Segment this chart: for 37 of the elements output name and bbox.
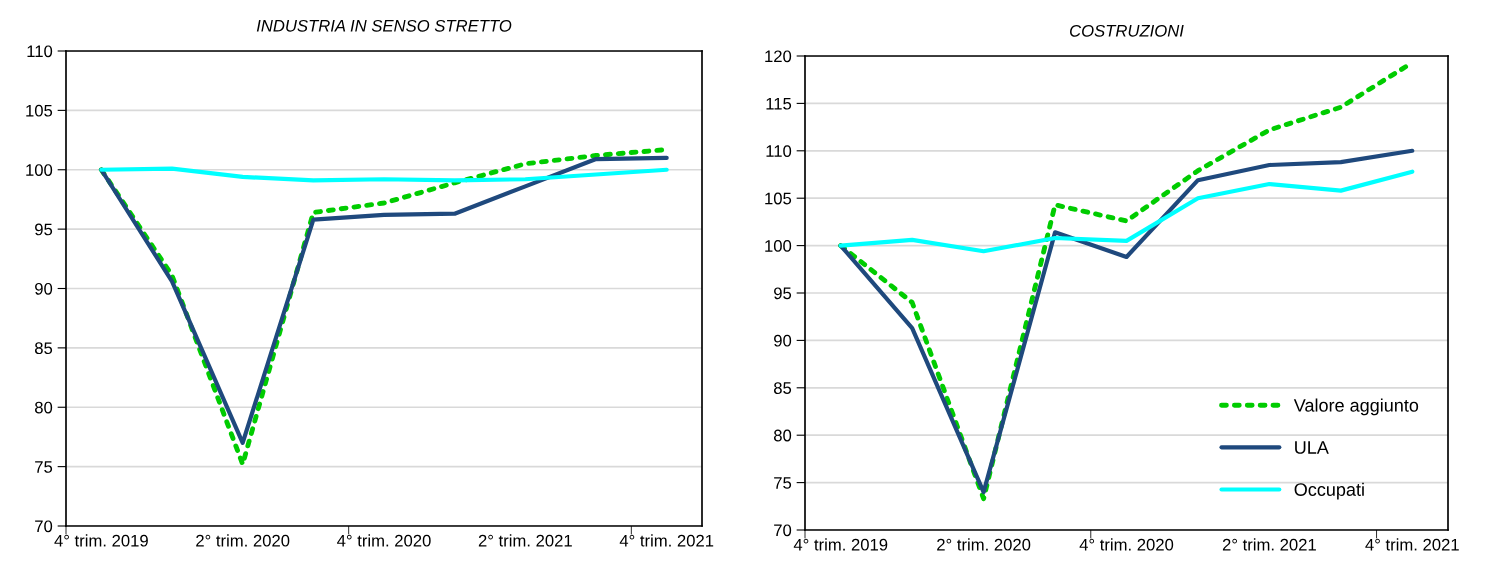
y-tick-label: 110 bbox=[27, 45, 53, 58]
x-tick-label: 4° trim. 2019 bbox=[54, 534, 148, 547]
legend-label: ULA bbox=[1295, 441, 1329, 454]
y-tick-label: 100 bbox=[765, 240, 792, 252]
x-tick-label: 4° trim. 2020 bbox=[337, 534, 431, 547]
y-tick-label: 95 bbox=[774, 287, 792, 300]
x-tick-label: 2° trim. 2020 bbox=[937, 538, 1031, 551]
chart-title: COSTRUZIONI bbox=[1070, 24, 1184, 37]
x-tick-label: 4° trim. 2020 bbox=[1079, 538, 1174, 551]
y-tick-label: 110 bbox=[766, 145, 792, 157]
y-tick-label: 115 bbox=[766, 97, 792, 110]
legend-label: Valore aggiunto bbox=[1293, 398, 1419, 416]
y-tick-label: 95 bbox=[35, 223, 53, 236]
line-series bbox=[838, 169, 1415, 254]
legend-label: Occupati bbox=[1294, 482, 1364, 500]
y-tick-label: 80 bbox=[773, 429, 792, 442]
y-tick-label: 85 bbox=[773, 382, 792, 394]
y-tick-label: 75 bbox=[35, 461, 53, 473]
x-tick-label: 2° trim. 2021 bbox=[1222, 538, 1316, 551]
x-tick-label: 4° trim. 2021 bbox=[1365, 538, 1459, 551]
x-tick-label: 2° trim. 2021 bbox=[478, 534, 572, 547]
y-tick-label: 105 bbox=[765, 192, 792, 205]
x-tick-label: 2° trim. 2020 bbox=[196, 534, 290, 547]
y-tick-label: 90 bbox=[35, 282, 53, 295]
y-tick-label: 75 bbox=[774, 477, 792, 489]
y-tick-label: 70 bbox=[774, 524, 792, 537]
y-tick-label: 90 bbox=[774, 334, 792, 347]
y-tick-label: 120 bbox=[765, 50, 792, 63]
y-tick-label: 80 bbox=[34, 401, 53, 414]
x-tick-label: 4° trim. 2021 bbox=[619, 534, 714, 547]
y-tick-label: 105 bbox=[26, 104, 53, 117]
y-tick-label: 100 bbox=[26, 164, 53, 176]
y-tick-label: 85 bbox=[34, 342, 53, 355]
chart-title: INDUSTRIA IN SENSO STRETTO bbox=[256, 19, 512, 32]
x-tick-label: 4° trim. 2019 bbox=[793, 538, 888, 551]
line-series bbox=[99, 166, 669, 183]
y-tick-label: 70 bbox=[35, 520, 53, 533]
